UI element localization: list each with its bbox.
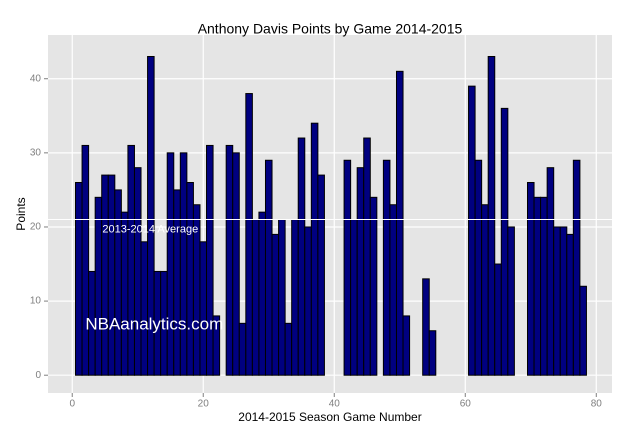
bar xyxy=(402,315,411,376)
bar xyxy=(101,174,109,376)
bar xyxy=(428,330,437,376)
bar xyxy=(343,159,352,376)
bar xyxy=(540,196,548,376)
bar xyxy=(258,211,266,376)
bar xyxy=(395,70,404,376)
y-tick-label: 20 xyxy=(30,222,42,233)
bar xyxy=(487,55,496,376)
x-axis-label: 2014-2015 Season Game Number xyxy=(238,410,421,424)
bar xyxy=(212,315,221,376)
bar xyxy=(107,174,116,376)
bar xyxy=(546,167,555,376)
bar xyxy=(120,211,129,376)
x-tick-label: 20 xyxy=(198,399,210,410)
bar xyxy=(566,233,574,376)
bar xyxy=(140,241,149,376)
y-axis-label: Points xyxy=(14,197,28,230)
x-tick-label: 0 xyxy=(69,399,75,410)
bar xyxy=(94,196,103,376)
bar xyxy=(278,219,286,376)
bar xyxy=(114,189,122,376)
y-tick-label: 0 xyxy=(35,370,41,381)
bar xyxy=(494,263,502,376)
bar xyxy=(232,152,240,376)
bar xyxy=(225,144,234,376)
y-tick-label: 10 xyxy=(30,296,42,307)
reference-label: 2013-2014 Average xyxy=(102,223,198,235)
bar xyxy=(468,85,476,376)
bar xyxy=(147,55,155,376)
x-tick-label: 80 xyxy=(591,399,603,410)
bar xyxy=(363,137,371,376)
bar xyxy=(179,152,188,376)
bar xyxy=(75,181,83,376)
bar xyxy=(81,144,90,376)
bar xyxy=(173,189,181,376)
bar xyxy=(559,226,568,376)
bar xyxy=(264,159,273,376)
bar xyxy=(271,233,280,376)
bar xyxy=(382,159,391,376)
bar xyxy=(304,226,312,376)
x-tick-label: 60 xyxy=(460,399,472,410)
x-tick-label: 40 xyxy=(329,399,341,410)
bar xyxy=(186,181,194,376)
watermark: NBAanalytics.com xyxy=(85,314,223,333)
y-tick-label: 40 xyxy=(30,73,42,84)
bar xyxy=(579,285,587,376)
bar xyxy=(127,144,135,376)
y-tick-label: 30 xyxy=(30,147,42,158)
bar xyxy=(369,196,378,376)
bar xyxy=(356,167,365,376)
bar xyxy=(389,204,397,376)
bar xyxy=(206,144,214,376)
bar xyxy=(553,226,561,376)
bar xyxy=(350,219,358,376)
bar xyxy=(474,159,483,376)
bar xyxy=(500,107,509,376)
bar xyxy=(572,159,581,376)
bar xyxy=(297,137,306,376)
bar xyxy=(526,181,535,376)
bar xyxy=(199,241,208,376)
bar xyxy=(310,122,319,376)
bar xyxy=(317,174,325,376)
bar xyxy=(291,219,299,376)
bar xyxy=(166,152,175,376)
bar xyxy=(251,219,260,376)
chart-title: Anthony Davis Points by Game 2014-2015 xyxy=(198,21,463,37)
bar xyxy=(422,278,430,376)
bar xyxy=(238,322,247,376)
bar xyxy=(245,93,253,376)
bar xyxy=(133,167,142,376)
bar xyxy=(507,226,515,376)
bar xyxy=(481,204,489,376)
bar xyxy=(284,322,293,376)
bar xyxy=(533,196,542,376)
